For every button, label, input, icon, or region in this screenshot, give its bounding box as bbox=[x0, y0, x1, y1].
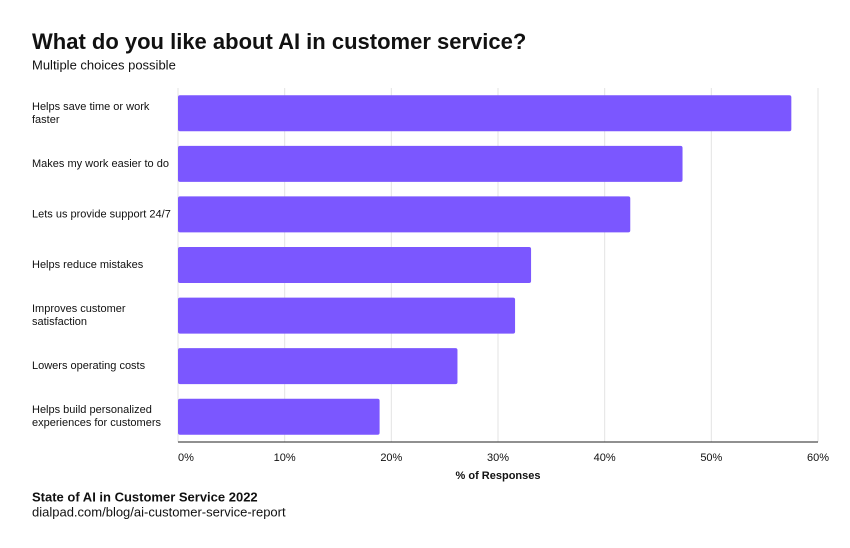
x-tick-label: 30% bbox=[487, 452, 509, 464]
x-axis-label: % of Responses bbox=[456, 470, 541, 482]
y-tick-label: Makes my work easier to do bbox=[32, 158, 169, 170]
bar bbox=[178, 297, 516, 334]
y-tick-label: Lets us provide support 24/7 bbox=[32, 208, 171, 220]
y-tick-label: Lowers operating costs bbox=[32, 360, 146, 372]
bar bbox=[178, 247, 532, 283]
bar bbox=[178, 398, 380, 435]
y-tick-label: Helps build personalized experiences for … bbox=[32, 404, 161, 429]
bar bbox=[178, 95, 792, 132]
x-tick-label: 40% bbox=[594, 452, 616, 464]
x-tick-label: 60% bbox=[807, 452, 829, 464]
y-tick-label: Helps reduce mistakes bbox=[32, 259, 144, 271]
x-tick-label: 20% bbox=[380, 452, 402, 464]
bar bbox=[178, 145, 683, 182]
source-url: dialpad.com/blog/ai-customer-service-rep… bbox=[32, 504, 286, 519]
chart-subtitle: Multiple choices possible bbox=[32, 57, 176, 72]
y-tick-label: Improves customer satisfaction bbox=[32, 303, 126, 328]
source-title: State of AI in Customer Service 2022 bbox=[32, 489, 258, 504]
chart-title: What do you like about AI in customer se… bbox=[32, 29, 526, 54]
x-tick-label: 10% bbox=[274, 452, 296, 464]
bar bbox=[178, 348, 458, 385]
y-tick-label: Helps save time or work faster bbox=[32, 101, 150, 126]
x-tick-label: 50% bbox=[700, 452, 722, 464]
bar bbox=[178, 196, 631, 233]
x-tick-label: 0% bbox=[178, 452, 194, 464]
